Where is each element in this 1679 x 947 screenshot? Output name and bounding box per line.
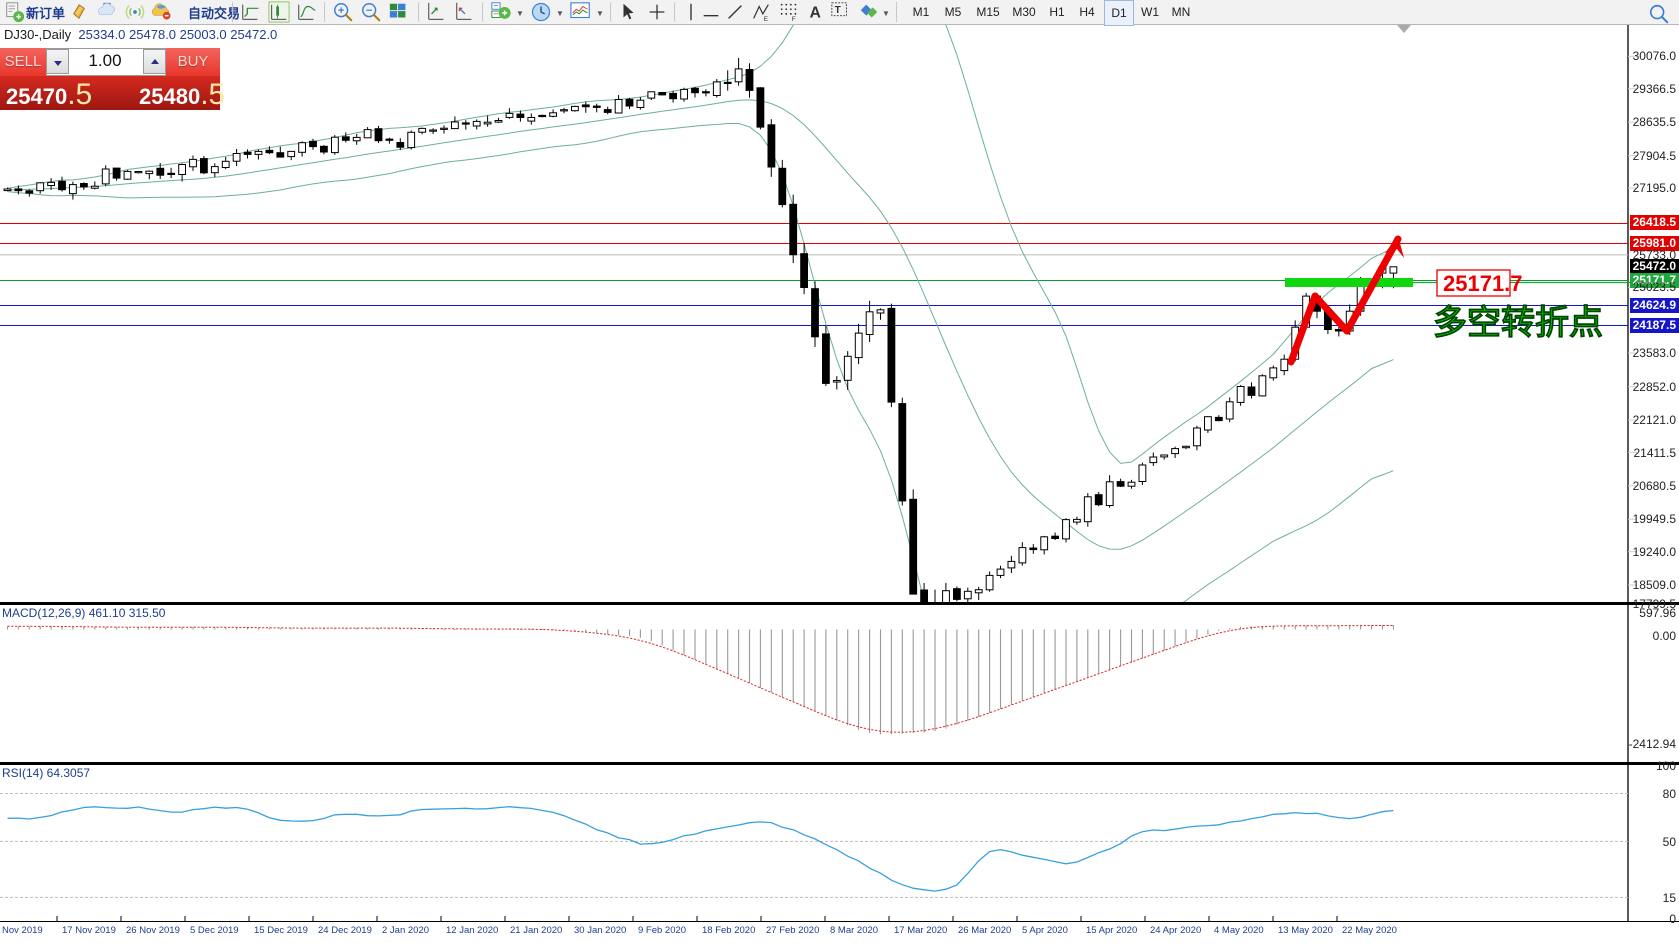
svg-text:多空转折点: 多空转折点 bbox=[1433, 304, 1603, 342]
svg-text:25171.7: 25171.7 bbox=[1443, 271, 1523, 296]
svg-text:A: A bbox=[810, 5, 821, 22]
svg-text:F: F bbox=[792, 16, 796, 23]
svg-text:E: E bbox=[764, 16, 768, 23]
svg-text:T: T bbox=[835, 5, 842, 16]
